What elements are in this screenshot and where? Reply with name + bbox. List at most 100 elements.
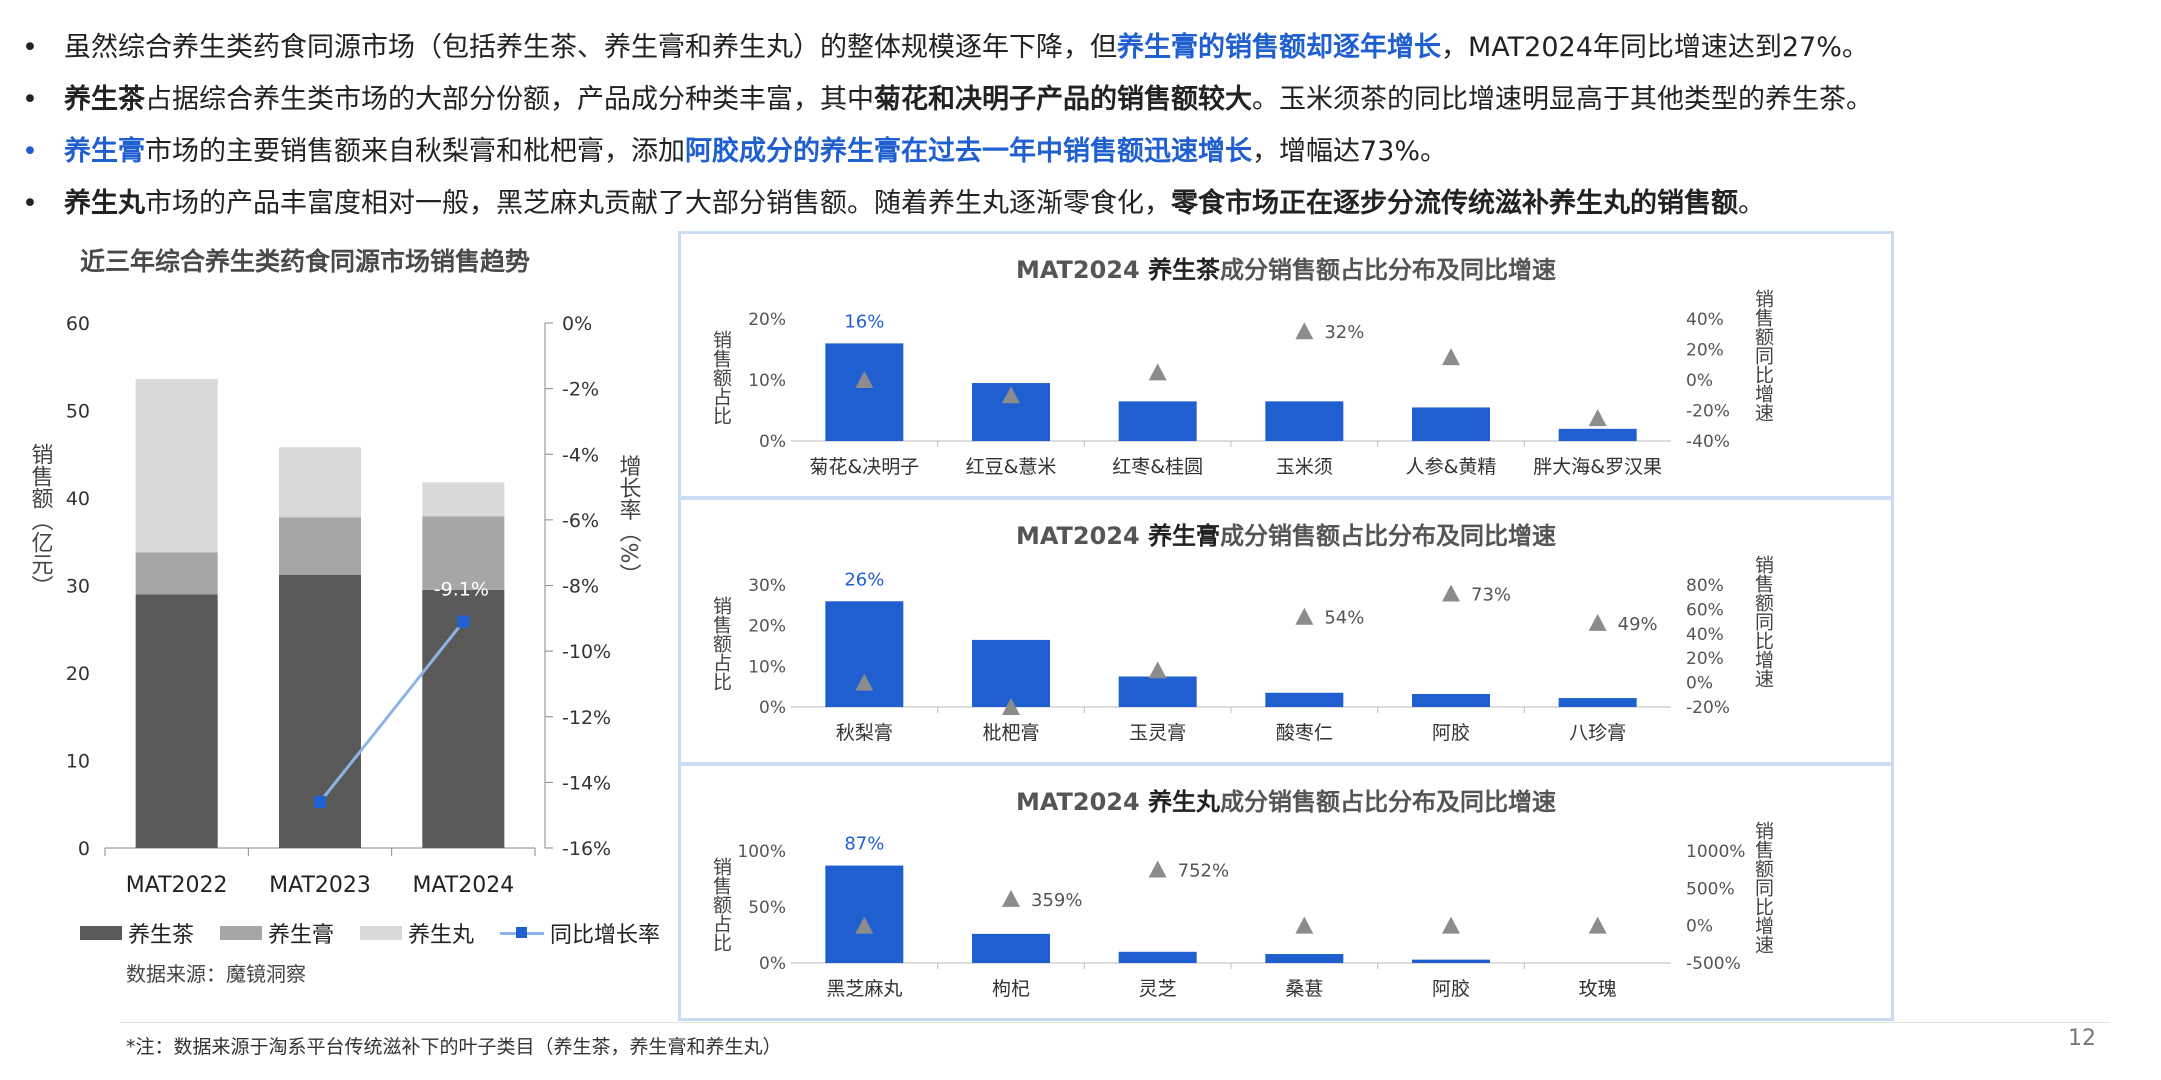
bar-养生膏	[422, 516, 505, 590]
y2-tick-label: -500%	[1686, 954, 1741, 974]
panel-tea: MAT2024 养生茶成分销售额占比分布及同比增速 0% 10% 20% 40% 20%…	[678, 231, 1894, 499]
y2-tick-label: -14%	[562, 772, 611, 794]
share-bar	[1265, 954, 1344, 963]
y2-tick-label: 0%	[1686, 371, 1713, 391]
growth-triangle	[1442, 584, 1460, 602]
growth-triangle	[1442, 348, 1460, 366]
x-tick-label: 阿胶	[1432, 978, 1470, 1000]
footnote: *注：数据来源于淘系平台传统滋补下的叶子类目（养生茶，养生膏和养生丸）	[126, 1036, 782, 1058]
bullet-text: 养生膏	[64, 136, 145, 167]
growth-triangle	[855, 371, 874, 388]
panel-tea-title-suffix: 成分销售额占比分布及同比增速	[1220, 256, 1557, 284]
bullet-text: 阿胶成分的养生膏在过去一年中销售额迅速增长	[685, 136, 1252, 167]
share-bar	[1412, 693, 1490, 707]
y2-axis-title: 销售额同比增速	[1752, 555, 1774, 688]
bar-养生丸	[135, 379, 218, 553]
y2-tick-label: 40%	[1686, 310, 1724, 330]
y-tick-label: 20%	[748, 310, 786, 330]
growth-triangle	[1148, 860, 1167, 878]
bullet-dot: •	[22, 136, 38, 167]
y-tick-label: 10	[66, 751, 90, 773]
x-tick-label: MAT2022	[126, 873, 228, 898]
y2-tick-label: 1000%	[1686, 842, 1745, 862]
panel-paste-title-bold: 养生膏	[1148, 522, 1221, 550]
growth-triangle	[1148, 363, 1167, 381]
growth-label: 73%	[1471, 585, 1511, 606]
bullet-text: 占据综合养生类市场的大部分份额，产品成分种类丰富，其中	[145, 84, 874, 115]
y2-tick-label: 500%	[1686, 879, 1735, 899]
x-tick-label: 菊花&决明子	[809, 456, 919, 478]
bullet-text: 。	[1738, 188, 1765, 219]
bullet-text: 养生膏的销售额却逐年增长	[1117, 32, 1441, 63]
share-bar	[825, 343, 904, 441]
growth-triangle	[1002, 889, 1020, 907]
y2-axis-title: 销售额同比增速	[1752, 821, 1774, 954]
y2-tick-label: -16%	[562, 838, 611, 860]
y2-tick-label: -4%	[562, 444, 599, 466]
legend-swatch-pill	[360, 926, 403, 940]
share-bar	[1412, 959, 1490, 963]
growth-triangle	[1148, 661, 1167, 679]
panel-pill-title-bold: 养生丸	[1148, 788, 1221, 816]
panel-tea-title-prefix: MAT2024	[1015, 256, 1149, 284]
x-tick-label: 红豆&薏米	[966, 456, 1057, 478]
bullet-text: ，增幅达73%。	[1252, 136, 1448, 167]
bullet-text: 市场的主要销售额来自秋梨膏和枇杷膏，添加	[145, 136, 685, 167]
y-tick-label: 20%	[748, 617, 786, 637]
left-stacked-bar-chart: 0 10 20 30 40 50 60 0% -2% -4% -6% -8% -10% -12% -14% -…	[28, 313, 642, 898]
y-axis-title: 销售额占比	[710, 596, 732, 691]
x-tick-label: 酸枣仁	[1276, 722, 1333, 744]
share-label: 87%	[844, 834, 884, 855]
growth-marker	[457, 615, 470, 628]
y-tick-label: 10%	[748, 657, 786, 677]
bar-养生茶	[135, 594, 218, 848]
share-label: 26%	[844, 569, 884, 590]
y2-tick-label: -12%	[562, 707, 611, 729]
share-bar	[1265, 401, 1344, 441]
legend-label-tea: 养生茶	[128, 923, 195, 948]
x-tick-label: 玉灵膏	[1129, 721, 1186, 744]
y-tick-label: 60	[66, 313, 90, 335]
panel-paste: MAT2024 养生膏成分销售额占比分布及同比增速 0% 10% 20% 30% 80%…	[678, 497, 1894, 765]
x-tick-label: 八珍膏	[1569, 721, 1626, 744]
legend-swatch-growth	[500, 926, 545, 940]
y2-tick-label: 40%	[1686, 625, 1724, 645]
y2-axis-title: 增长率（%）	[616, 455, 642, 586]
legend-swatch-paste	[220, 926, 263, 940]
growth-label: 359%	[1031, 890, 1082, 911]
legend-item-paste: 养生膏	[220, 917, 334, 949]
bullet-text: 市场的产品丰富度相对一般，黑芝麻丸贡献了大部分销售额。随着养生丸逐渐零食化，	[145, 188, 1171, 219]
y2-tick-label: -40%	[1686, 432, 1730, 452]
bullet-text: 养生茶	[64, 84, 145, 115]
x-tick-label: MAT2023	[269, 873, 371, 898]
legend-item-pill: 养生丸	[360, 917, 474, 949]
share-bar	[1265, 692, 1344, 707]
bar-养生丸	[422, 482, 505, 517]
growth-line	[318, 620, 465, 803]
y-tick-label: 100%	[737, 842, 786, 862]
x-tick-label: 玫瑰	[1579, 978, 1617, 1000]
growth-label: 752%	[1178, 861, 1229, 882]
y-tick-label: 0%	[759, 954, 786, 974]
x-tick-label: 枸杞	[992, 978, 1030, 1000]
growth-triangle	[855, 673, 874, 691]
y2-tick-label: 0%	[1686, 674, 1713, 694]
bullet-2: • 养生茶占据综合养生类市场的大部分份额，产品成分种类丰富，其中菊花和决明子产品的…	[18, 74, 2138, 126]
y-tick-label: 30	[66, 576, 90, 598]
x-tick-label: 黑芝麻丸	[826, 978, 902, 1000]
y-tick-label: 0%	[759, 698, 786, 718]
panel-paste-title: MAT2024 养生膏成分销售额占比分布及同比增速	[681, 516, 1891, 551]
share-bar	[1118, 401, 1197, 441]
y-tick-label: 30%	[748, 576, 786, 596]
growth-triangle	[1002, 386, 1020, 404]
share-bar	[972, 933, 1050, 963]
bullet-text: 菊花和决明子产品的销售额较大	[874, 84, 1252, 115]
x-tick-label: 红枣&桂圆	[1112, 456, 1203, 478]
growth-triangle	[1588, 613, 1607, 631]
y-axis-title: 销售额（亿元）	[28, 443, 54, 597]
y-tick-label: 50%	[748, 898, 786, 918]
bullet-text: 虽然综合养生类药食同源市场（包括养生茶、养生膏和养生丸）的整体规模逐年下降，但	[64, 32, 1117, 63]
share-bar	[825, 865, 904, 963]
panel-pill-title: MAT2024 养生丸成分销售额占比分布及同比增速	[681, 782, 1891, 817]
left-chart-source: 数据来源：魔镜洞察	[126, 962, 306, 986]
